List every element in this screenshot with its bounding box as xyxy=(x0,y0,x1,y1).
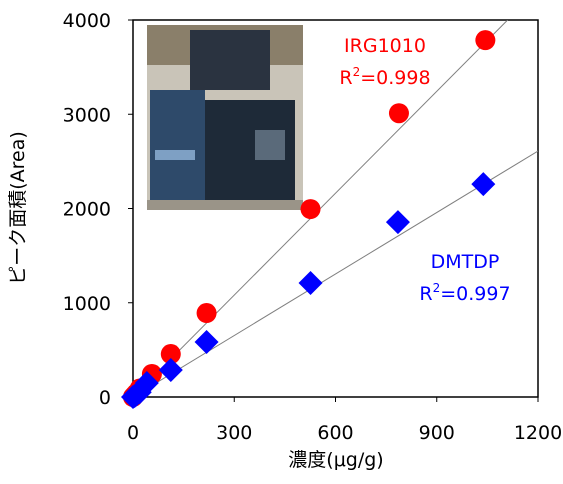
r2-prefix: R xyxy=(419,283,432,305)
trend-line xyxy=(133,150,538,397)
x-tick-label: 0 xyxy=(127,422,139,444)
y-tick-label: 2000 xyxy=(63,199,111,221)
x-axis-label: 濃度(μg/g) xyxy=(288,449,383,471)
point xyxy=(196,303,217,324)
r2-annotation: R2=0.998 xyxy=(339,65,430,89)
y-tick-label: 3000 xyxy=(63,104,111,126)
r2-prefix: R xyxy=(339,67,352,89)
point xyxy=(134,371,159,396)
r2-sup: 2 xyxy=(433,281,441,295)
x-tick-label: 1200 xyxy=(514,422,562,444)
legend-label: IRG1010 xyxy=(344,35,426,57)
y-tick-label: 1000 xyxy=(63,293,111,315)
legend-label: DMTDP xyxy=(431,251,500,273)
r2-value: =0.998 xyxy=(360,67,430,89)
y-tick-label: 4000 xyxy=(63,10,111,32)
r2-annotation: R2=0.997 xyxy=(419,281,510,305)
x-tick-label: 300 xyxy=(216,422,252,444)
point xyxy=(194,330,219,355)
point xyxy=(471,172,496,197)
instrument-photo xyxy=(147,25,303,210)
r2-value: =0.997 xyxy=(440,283,510,305)
point xyxy=(475,30,496,51)
point xyxy=(388,103,409,124)
x-tick-label: 600 xyxy=(317,422,353,444)
y-axis-label: ピーク面積(Area) xyxy=(7,131,29,285)
point xyxy=(298,271,323,296)
y-tick-label: 0 xyxy=(99,387,111,409)
x-tick-label: 900 xyxy=(419,422,455,444)
r2-sup: 2 xyxy=(353,65,361,79)
point xyxy=(160,344,181,365)
point xyxy=(158,358,183,383)
point xyxy=(300,199,321,220)
point xyxy=(385,210,410,235)
